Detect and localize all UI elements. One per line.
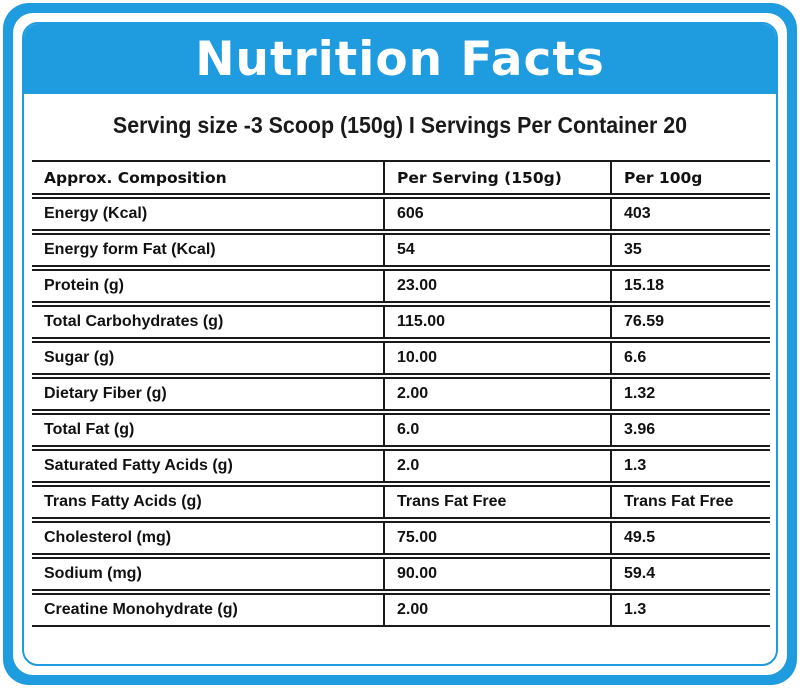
table-row: Energy form Fat (Kcal) 54 35	[32, 233, 770, 267]
per-100g-cell: 6.6	[610, 341, 770, 375]
per-serving-cell: 115.00	[383, 305, 611, 339]
nutrient-name-cell: Sugar (g)	[32, 341, 384, 375]
column-header-per-serving: Per Serving (150g)	[383, 160, 611, 195]
per-serving-cell: 606	[383, 197, 611, 231]
table-row: Creatine Monohydrate (g) 2.00 1.3	[32, 593, 770, 627]
table-row: Total Fat (g) 6.0 3.96	[32, 413, 770, 447]
nutrient-name-cell: Trans Fatty Acids (g)	[32, 485, 384, 519]
title-band: Nutrition Facts	[24, 24, 776, 94]
table-row: Saturated Fatty Acids (g) 2.0 1.3	[32, 449, 770, 483]
table-row: Trans Fatty Acids (g) Trans Fat Free Trans…	[32, 485, 770, 519]
serving-info: Serving size -3 Scoop (150g) I Servings …	[112, 112, 688, 138]
per-serving-cell: 75.00	[383, 521, 611, 555]
table-row: Dietary Fiber (g) 2.00 1.32	[32, 377, 770, 411]
per-100g-cell: 1.32	[610, 377, 770, 411]
per-serving-cell: 23.00	[383, 269, 611, 303]
per-100g-cell: 59.4	[610, 557, 770, 591]
per-serving-cell: 90.00	[383, 557, 611, 591]
per-100g-cell: Trans Fat Free	[610, 485, 770, 519]
nutrient-name-cell: Energy (Kcal)	[32, 197, 384, 231]
per-100g-cell: 76.59	[610, 305, 770, 339]
column-header-per-100g: Per 100g	[610, 160, 770, 195]
per-serving-cell: 54	[383, 233, 611, 267]
per-100g-cell: 1.3	[610, 593, 770, 627]
table-row: Energy (Kcal) 606 403	[32, 197, 770, 231]
per-serving-cell: 2.00	[383, 593, 611, 627]
per-100g-cell: 35	[610, 233, 770, 267]
table-header-row: Approx. Composition Per Serving (150g) P…	[32, 160, 770, 195]
table-row: Protein (g) 23.00 15.18	[32, 269, 770, 303]
nutrient-name-cell: Total Fat (g)	[32, 413, 384, 447]
per-serving-cell: 6.0	[383, 413, 611, 447]
nutrient-name-cell: Cholesterol (mg)	[32, 521, 384, 555]
nutrient-name-cell: Protein (g)	[32, 269, 384, 303]
table-row: Sodium (mg) 90.00 59.4	[32, 557, 770, 591]
per-serving-cell: 2.0	[383, 449, 611, 483]
table-row: Sugar (g) 10.00 6.6	[32, 341, 770, 375]
nutrition-label: Nutrition Facts Serving size -3 Scoop (1…	[22, 22, 778, 666]
nutrient-name-cell: Energy form Fat (Kcal)	[32, 233, 384, 267]
per-serving-cell: 10.00	[383, 341, 611, 375]
per-100g-cell: 3.96	[610, 413, 770, 447]
per-100g-cell: 403	[610, 197, 770, 231]
column-header-composition: Approx. Composition	[32, 160, 384, 195]
per-serving-cell: 2.00	[383, 377, 611, 411]
per-100g-cell: 1.3	[610, 449, 770, 483]
per-serving-cell: Trans Fat Free	[383, 485, 611, 519]
nutrition-table: Approx. Composition Per Serving (150g) P…	[32, 160, 770, 627]
table-row: Total Carbohydrates (g) 115.00 76.59	[32, 305, 770, 339]
nutrient-name-cell: Creatine Monohydrate (g)	[32, 593, 384, 627]
per-100g-cell: 15.18	[610, 269, 770, 303]
nutrient-name-cell: Total Carbohydrates (g)	[32, 305, 384, 339]
per-100g-cell: 49.5	[610, 521, 770, 555]
table-row: Cholesterol (mg) 75.00 49.5	[32, 521, 770, 555]
page-title: Nutrition Facts	[195, 31, 605, 87]
nutrient-name-cell: Sodium (mg)	[32, 557, 384, 591]
nutrient-name-cell: Dietary Fiber (g)	[32, 377, 384, 411]
nutrient-name-cell: Saturated Fatty Acids (g)	[32, 449, 384, 483]
table-body: Energy (Kcal) 606 403 Energy form Fat (Kcal…	[32, 194, 770, 627]
